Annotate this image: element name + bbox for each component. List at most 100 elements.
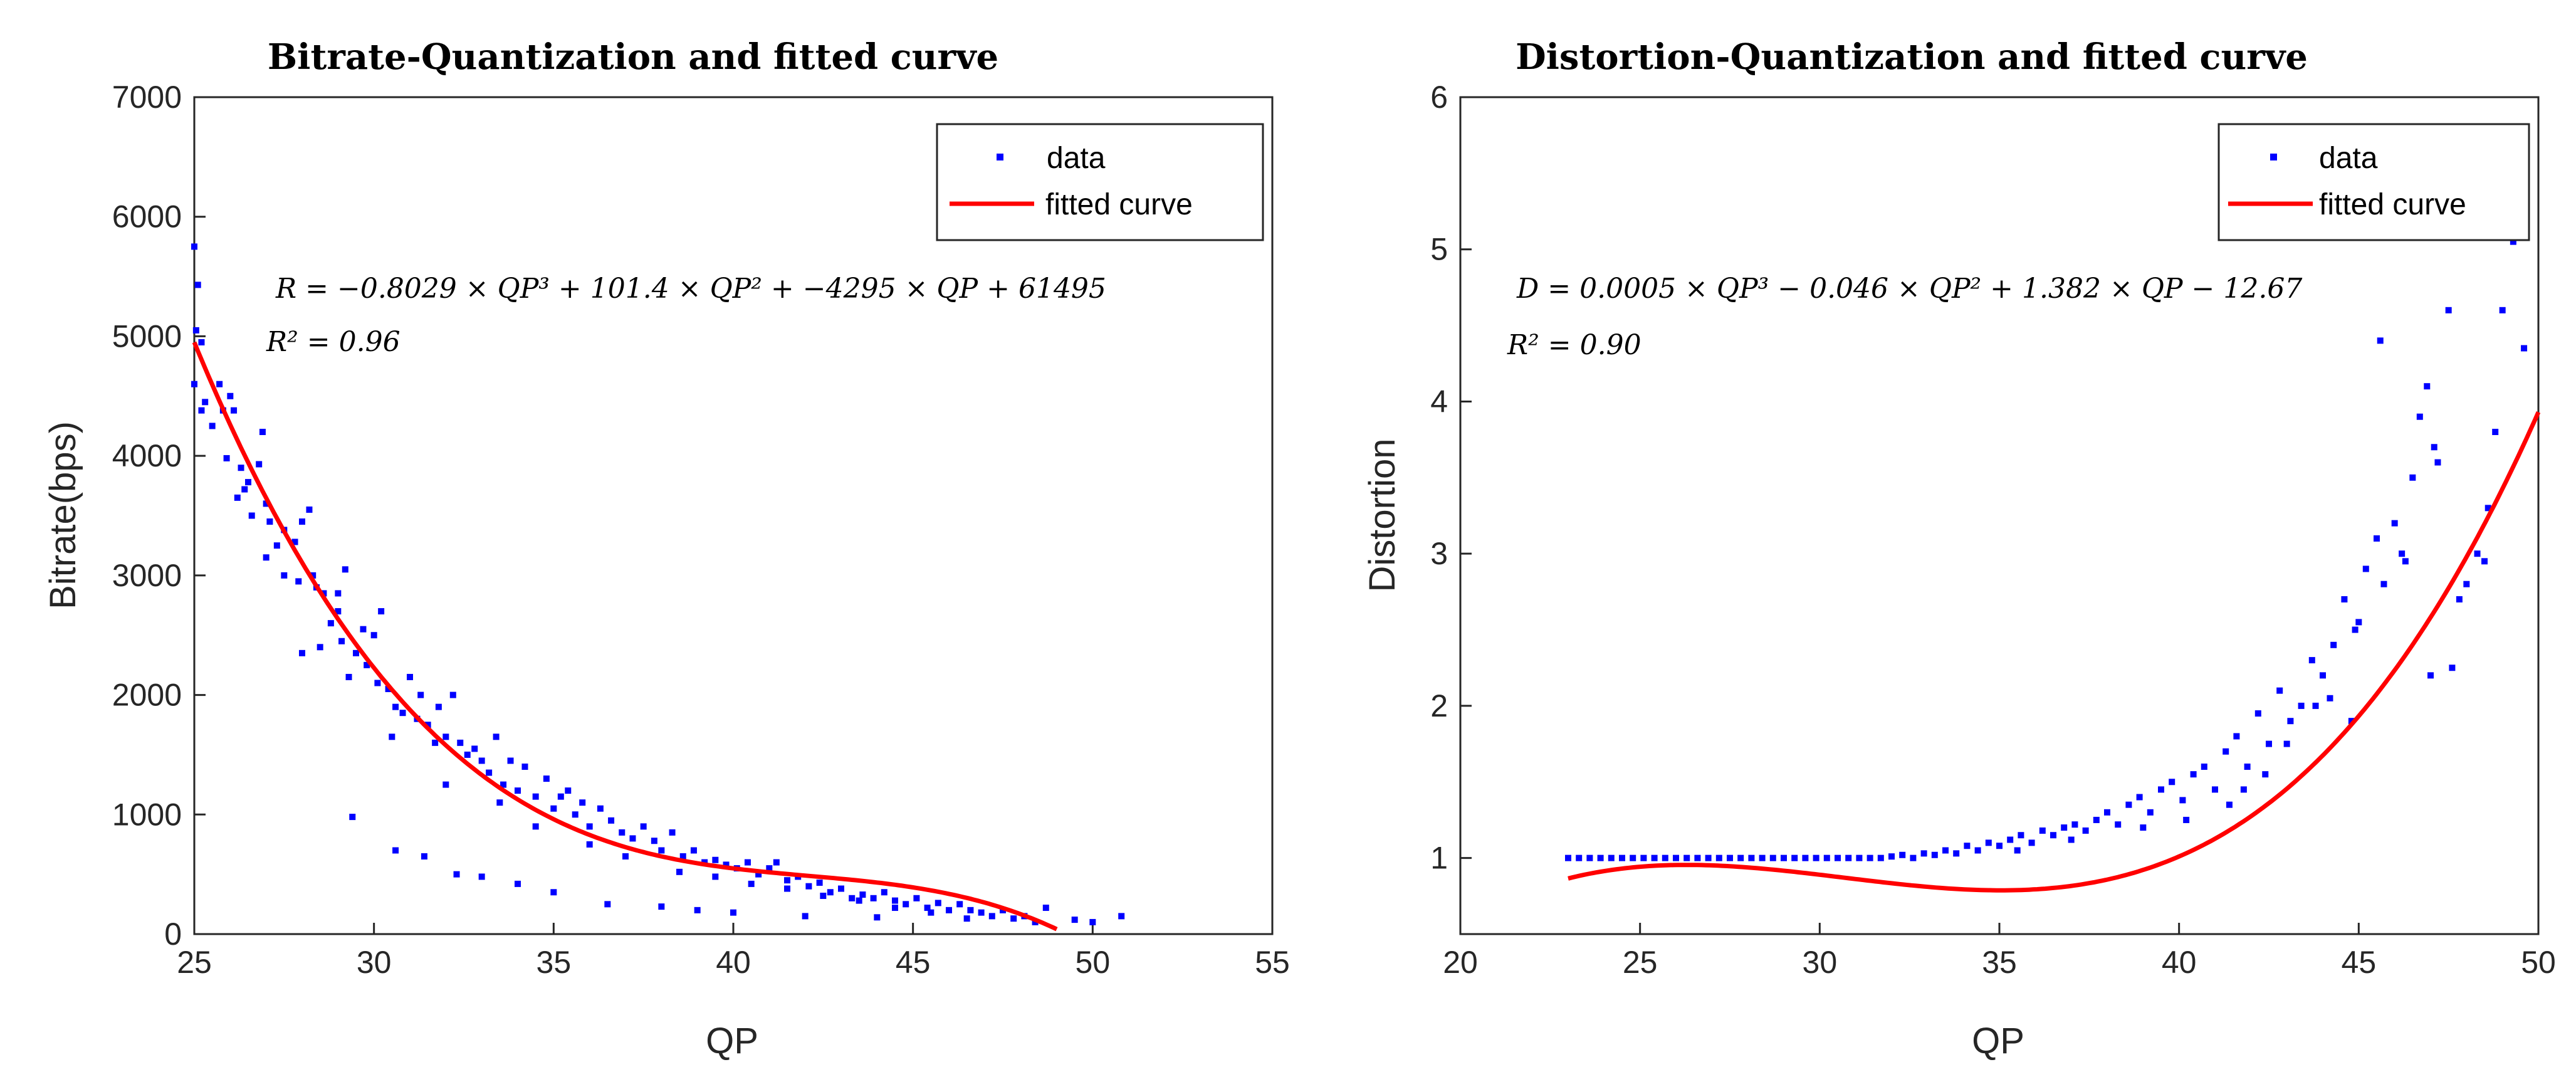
data-point [1759, 854, 1766, 861]
data-point [227, 392, 234, 399]
legend: data fitted curve [936, 123, 1264, 241]
x-axis-label: QP [706, 1021, 758, 1061]
data-point [515, 880, 521, 887]
chart-title: Distortion-Quantization and fitted curve [1516, 36, 2308, 78]
r-squared-annotation: R² = 0.96 [266, 326, 401, 358]
data-point [2240, 786, 2247, 793]
data-point [281, 572, 288, 579]
data-point [2147, 809, 2154, 816]
data-point [1748, 854, 1755, 861]
data-point [1576, 854, 1583, 861]
x-axis-label: QP [1972, 1021, 2024, 1061]
data-point [1931, 851, 1938, 858]
data-point [2481, 558, 2488, 565]
data-point [1118, 913, 1125, 920]
x-tick-label: 55 [1255, 945, 1290, 980]
data-point [2212, 786, 2218, 793]
data-point [360, 626, 367, 633]
data-point [2402, 558, 2409, 565]
data-point [310, 572, 317, 579]
data-point [407, 673, 413, 680]
data-point [2298, 702, 2305, 709]
data-point [924, 905, 931, 912]
y-tick-label: 4 [1430, 384, 1448, 419]
data-point [2352, 626, 2359, 633]
x-tick-label: 45 [2342, 945, 2377, 980]
data-point [805, 883, 812, 890]
data-point [2201, 764, 2207, 770]
data-point [2223, 748, 2229, 755]
data-point [1802, 854, 1809, 861]
data-point [2068, 836, 2075, 843]
data-point [500, 781, 507, 788]
equation-annotation: D = 0.0005 × QP³ − 0.046 × QP² + 1.382 ×… [1516, 273, 2302, 305]
data-point [1996, 843, 2003, 849]
axis-ticks: 25 30 35 40 45 50 55 0 1000 2000 3000 4000 5000 6000 7… [112, 80, 1290, 980]
data-point [191, 243, 197, 250]
data-point [669, 829, 676, 836]
y-tick-label: 1 [1430, 841, 1448, 876]
data-point [209, 423, 216, 429]
data-point [2140, 824, 2147, 831]
data-point [597, 805, 604, 812]
data-point [1953, 850, 1960, 857]
legend-marker-data [2270, 154, 2277, 160]
data-point [478, 757, 485, 764]
data-point [874, 914, 881, 921]
data-point [712, 873, 719, 880]
data-point [565, 787, 572, 794]
data-point [2061, 824, 2068, 831]
data-point [1823, 854, 1830, 861]
data-point [744, 859, 751, 866]
y-tick-label: 3000 [112, 558, 182, 593]
data-point [2424, 383, 2431, 390]
data-point [374, 680, 381, 686]
data-point [1867, 854, 1873, 861]
data-point [259, 429, 266, 435]
data-point [216, 381, 223, 387]
x-tick-label: 35 [537, 945, 572, 980]
data-point [1974, 847, 1981, 854]
data-point [1856, 854, 1863, 861]
data-point [295, 578, 302, 585]
data-point [1910, 854, 1917, 861]
x-tick-label: 25 [177, 945, 212, 980]
data-point [417, 691, 424, 698]
data-point [2283, 740, 2290, 747]
data-point [532, 793, 539, 800]
data-point [557, 793, 564, 800]
data-point [963, 915, 970, 922]
data-point [2136, 794, 2143, 801]
data-point [389, 733, 395, 740]
data-point [2093, 816, 2100, 823]
data-point [424, 722, 431, 728]
r-squared-annotation: R² = 0.90 [1507, 329, 1641, 361]
data-point [266, 518, 273, 525]
data-point [619, 829, 626, 836]
data-point [1694, 854, 1701, 861]
data-point [730, 909, 736, 916]
data-point [198, 339, 205, 345]
chart-title: Bitrate-Quantization and fitted curve [268, 36, 998, 78]
data-point [2427, 672, 2434, 679]
data-point [198, 407, 205, 414]
legend: data fitted curve [2217, 123, 2530, 241]
data-point [2449, 665, 2456, 671]
data-point [2374, 535, 2380, 542]
data-point [2018, 832, 2024, 839]
data-point [676, 868, 683, 875]
data-point [1089, 918, 1096, 925]
data-point [827, 889, 834, 896]
distortion-chart: Distortion-Quantization and fitted curve… [1362, 36, 2556, 1061]
data-point [2226, 801, 2233, 808]
data-point [1899, 851, 1906, 858]
data-points [1565, 238, 2528, 861]
data-point [1565, 854, 1571, 861]
data-point [273, 542, 280, 549]
data-point [2183, 816, 2190, 823]
data-point [849, 895, 856, 901]
data-point [640, 823, 647, 830]
data-point [392, 847, 399, 854]
data-point [521, 764, 528, 770]
data-point [1032, 918, 1039, 925]
